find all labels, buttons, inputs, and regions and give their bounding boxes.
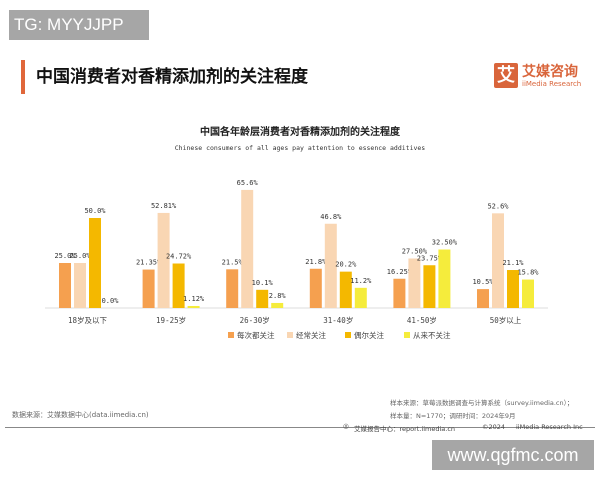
bar-2-3 [339, 271, 352, 308]
company: iiMedia Research Inc [516, 423, 583, 431]
bar-1-2 [241, 189, 254, 308]
bar-2-4 [423, 265, 436, 308]
logo-icon: 艾 [494, 63, 518, 88]
bar-3-4 [438, 249, 451, 308]
data-label: 52.81% [151, 202, 177, 210]
bar-3-2 [271, 302, 284, 308]
bar-1-5 [492, 213, 504, 308]
bar-1-4 [408, 258, 421, 308]
bar-2-2 [256, 289, 269, 308]
data-label: 50.0% [84, 207, 106, 215]
bar-2-5 [507, 270, 519, 308]
legend-swatch-3 [404, 332, 410, 338]
title-accent-bar [21, 60, 25, 94]
bar-3-1 [187, 305, 200, 308]
sample-size: 样本量：N=1770；调研时间：2024年9月 [390, 412, 516, 420]
watermark-bottom: www.qgfmc.com [432, 440, 594, 470]
legend-label: 偶尔关注 [354, 330, 384, 340]
data-label: 21.35% [136, 259, 162, 267]
bar-2-1 [172, 263, 185, 308]
data-label: 16.25% [387, 268, 413, 276]
sample-source: 样本来源：草莓派数据调查与计算系统（survey.iimedia.cn）； [390, 399, 574, 407]
data-label: 24.72% [166, 253, 192, 261]
data-label: 1.12% [183, 295, 205, 303]
bar-3-3 [354, 287, 367, 308]
legend-swatch-2 [345, 332, 351, 338]
bar-0-1 [142, 269, 155, 308]
bar-0-4 [393, 278, 406, 308]
logo-name: 艾媒咨询 [522, 64, 578, 80]
data-label: 52.6% [487, 202, 509, 210]
bar-0-3 [309, 268, 322, 308]
report-center-icon: ◎ [343, 422, 349, 430]
bar-0-2 [226, 269, 239, 308]
legend-swatch-0 [228, 332, 234, 338]
x-tick-label: 50岁以上 [490, 315, 522, 325]
data-label: 32.50% [432, 239, 458, 247]
data-label: 21.1% [502, 259, 524, 267]
data-label: 21.8% [305, 258, 327, 266]
data-label: 11.2% [350, 277, 372, 285]
data-label: 10.1% [252, 279, 274, 287]
data-label: 23.75% [417, 254, 443, 262]
data-source: 数据来源：艾媒数据中心(data.iimedia.cn) [12, 411, 149, 419]
x-tick-label: 26-30岁 [240, 315, 270, 325]
data-label: 46.8% [320, 213, 342, 221]
bar-1-1 [157, 212, 170, 308]
x-tick-label: 18岁及以下 [68, 315, 108, 325]
chart-title: 中国各年龄层消费者对香精添加剂的关注程度 [200, 127, 400, 138]
data-label: 25.0% [54, 252, 76, 260]
x-tick-label: 19-25岁 [156, 315, 186, 325]
bar-1-0 [74, 263, 86, 308]
bar-1-3 [324, 223, 337, 308]
bar-0-5 [477, 289, 489, 308]
data-label: 25.0% [69, 252, 91, 260]
page-title: 中国消费者对香精添加剂的关注程度 [36, 67, 308, 87]
legend-label: 每次都关注 [237, 330, 275, 340]
footer-divider [5, 427, 595, 428]
data-label: 2.8% [269, 292, 287, 300]
chart-subtitle: Chinese consumers of all ages pay attent… [174, 144, 426, 152]
legend-label: 从来不关注 [413, 330, 451, 340]
data-label: 27.50% [402, 248, 428, 256]
watermark-top: TG: MYYJJPP [9, 10, 149, 40]
data-label: 65.6% [237, 179, 259, 187]
x-tick-label: 31-40岁 [323, 315, 353, 325]
copyright: ©2024 [482, 423, 506, 431]
bar-3-5 [522, 279, 534, 308]
legend-label: 经常关注 [296, 330, 326, 340]
data-label: 20.2% [335, 261, 357, 269]
data-label: 10.5% [472, 278, 494, 286]
logo-english: iiMedia Research [522, 80, 582, 88]
bar-2-0 [89, 218, 101, 308]
report-center: 艾媒报告中心：report.iimedia.cn [354, 425, 456, 433]
data-label: 15.8% [517, 269, 539, 277]
data-label: 21.5% [222, 258, 244, 266]
x-tick-label: 41-50岁 [407, 315, 437, 325]
bar-0-0 [59, 263, 71, 308]
data-label: 0.0% [102, 297, 120, 305]
legend-swatch-1 [287, 332, 293, 338]
